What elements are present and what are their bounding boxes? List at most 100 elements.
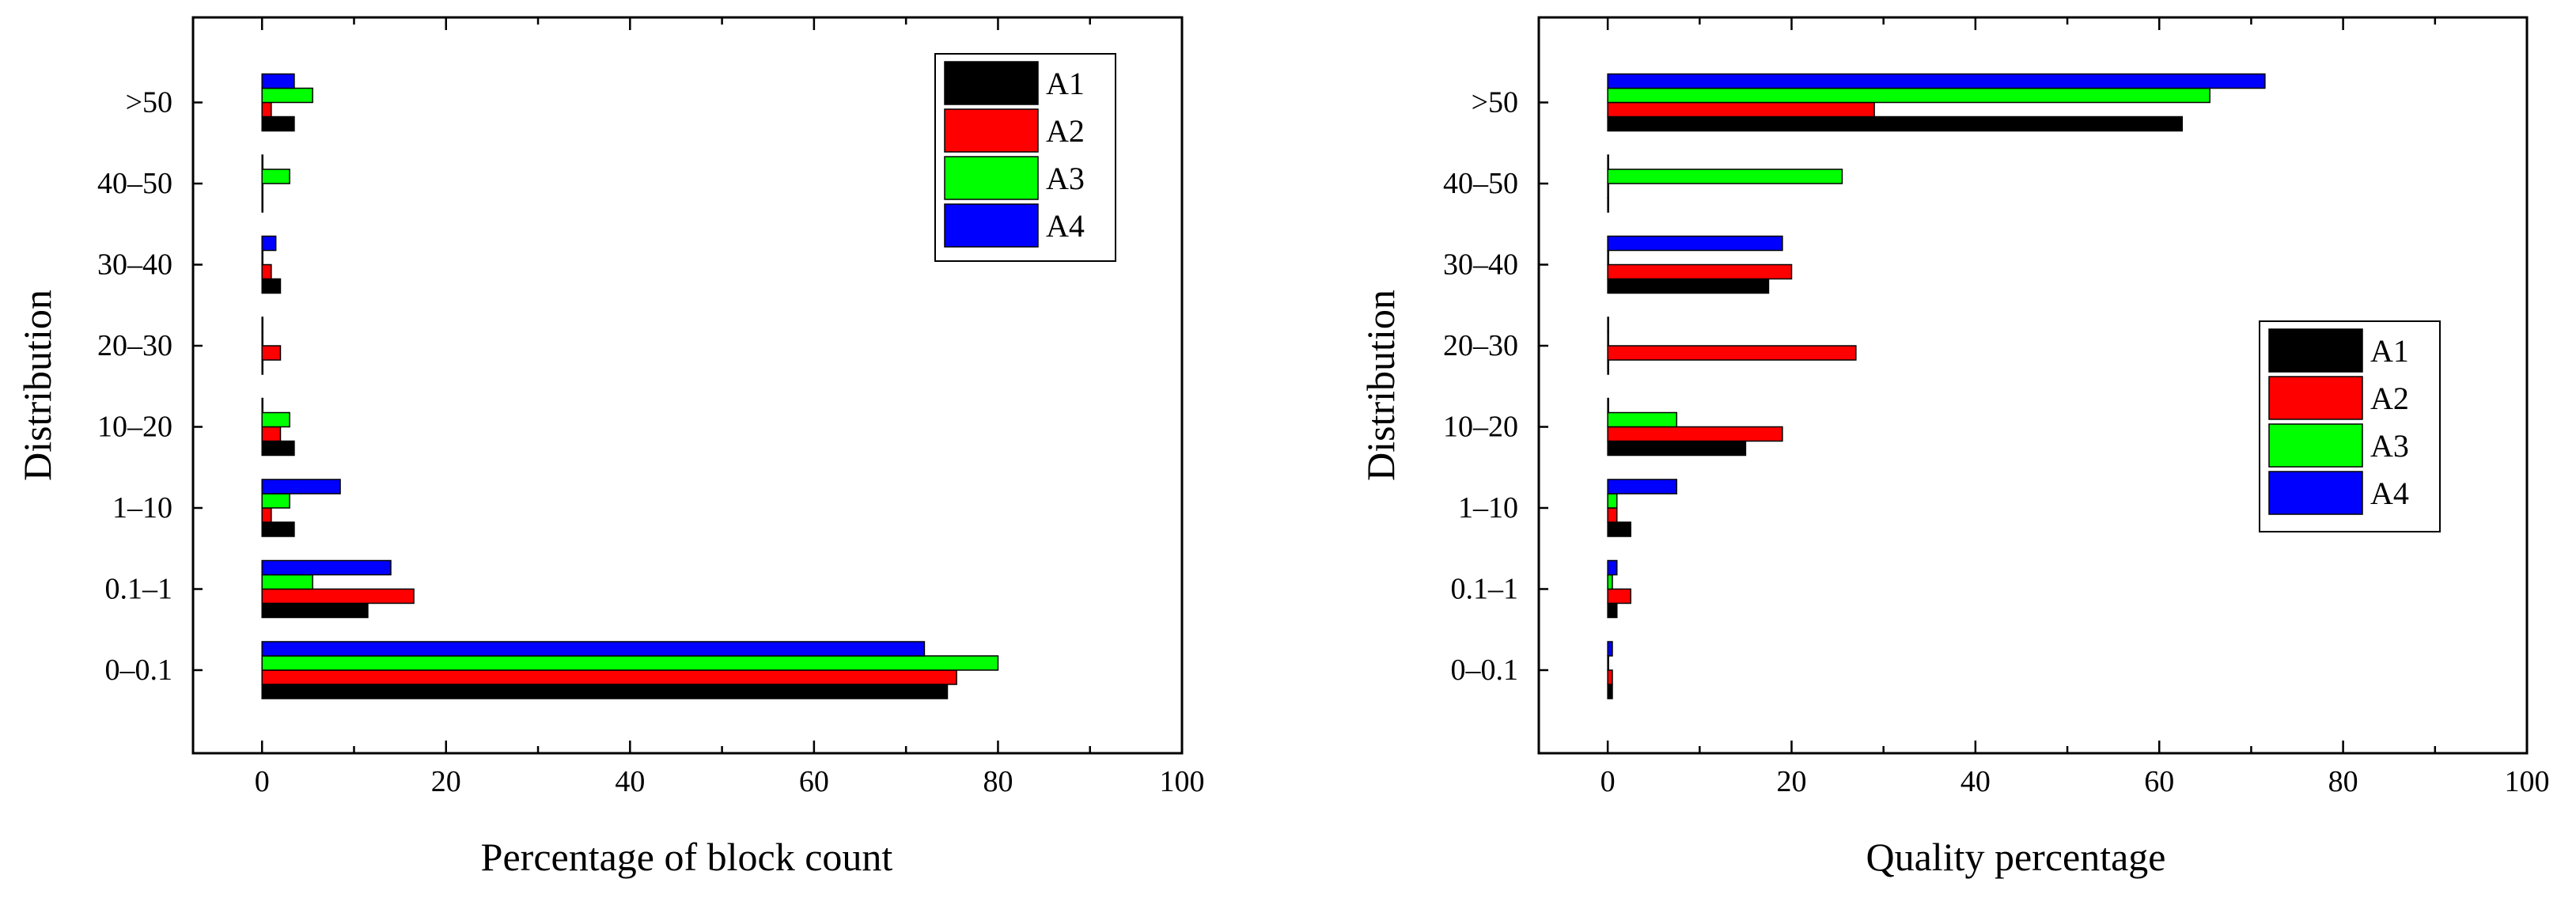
bar-a4-1 <box>261 641 926 657</box>
legend-label-a2: A2 <box>2370 381 2409 416</box>
y-tick-label: 20–30 <box>97 329 172 362</box>
bar-a2-8 <box>1607 101 1875 118</box>
x-axis-label: Percentage of block count <box>481 835 893 879</box>
y-tick-label: 40–50 <box>97 167 172 200</box>
bar-a3-7 <box>1607 169 1843 184</box>
x-tick-label: 20 <box>1777 765 1807 798</box>
bar-a1-4 <box>261 440 295 457</box>
legend-swatch-a2 <box>944 108 1039 153</box>
bar-a3-7 <box>261 169 290 184</box>
bar-a1-7 <box>261 197 263 213</box>
x-tick-label: 80 <box>2328 765 2358 798</box>
bar-a3-4 <box>261 411 290 428</box>
bar-a3-3 <box>1607 493 1618 509</box>
legend-label-a4: A4 <box>2370 476 2409 511</box>
legend-swatch-a4 <box>944 203 1039 248</box>
x-tick-label: 80 <box>983 765 1013 798</box>
x-tick-label: 60 <box>799 765 829 798</box>
bar-a1-5 <box>261 359 263 375</box>
x-tick-label: 40 <box>615 765 645 798</box>
bar-a4-1 <box>1607 641 1613 657</box>
y-tick-label: 1–10 <box>112 491 172 525</box>
bar-a3-6 <box>261 249 263 266</box>
legend-label-a2: A2 <box>1046 113 1085 149</box>
legend-label-a3: A3 <box>2370 428 2409 464</box>
x-axis-label: Quality percentage <box>1866 835 2166 879</box>
bar-a2-7 <box>261 183 263 199</box>
legend-label-a4: A4 <box>1046 208 1085 244</box>
plot-frame <box>1537 16 2529 755</box>
bar-a4-8 <box>261 73 295 89</box>
bar-a2-1 <box>1607 669 1613 685</box>
y-tick-label: >50 <box>1472 86 1518 119</box>
bar-a1-3 <box>1607 521 1631 537</box>
bar-a4-6 <box>261 235 277 252</box>
y-tick-label: 0.1–1 <box>1451 573 1519 606</box>
y-axis-label: Distribution <box>1358 290 1403 481</box>
legend-swatch-a1 <box>944 61 1039 105</box>
bar-a1-3 <box>261 521 295 537</box>
y-tick-label: 10–20 <box>1443 411 1518 444</box>
y-tick-label: 0–0.1 <box>1451 654 1519 687</box>
bar-a2-5 <box>261 345 282 361</box>
y-tick-label: 0–0.1 <box>105 654 173 687</box>
bar-a3-2 <box>1607 574 1613 590</box>
bar-a2-2 <box>1607 588 1631 604</box>
x-tick-label: 100 <box>2505 765 2550 798</box>
legend: A1 A2 A3 A4 <box>934 53 1116 262</box>
bar-a2-4 <box>261 426 282 442</box>
bar-a3-5 <box>261 331 263 347</box>
bar-a3-8 <box>261 87 313 104</box>
x-tick-label: 100 <box>1160 765 1205 798</box>
bar-a3-8 <box>1607 87 2210 104</box>
y-tick-label: 20–30 <box>1443 329 1518 362</box>
legend-swatch-a2 <box>2268 376 2363 420</box>
legend-swatch-a4 <box>2268 471 2363 515</box>
bar-a1-6 <box>1607 278 1770 294</box>
bar-a4-3 <box>1607 479 1678 494</box>
bar-a2-6 <box>1607 263 1793 280</box>
bar-a1-6 <box>261 278 282 294</box>
x-tick-label: 0 <box>1601 765 1616 798</box>
bar-a4-6 <box>1607 235 1783 252</box>
plot-frame <box>191 16 1184 755</box>
bar-a4-8 <box>1607 73 2266 89</box>
bar-a2-3 <box>1607 507 1618 523</box>
bar-a2-1 <box>261 669 957 685</box>
bar-a4-5 <box>261 316 263 332</box>
bar-a2-4 <box>1607 426 1783 442</box>
x-tick-label: 20 <box>431 765 461 798</box>
bar-a3-1 <box>261 655 999 671</box>
bar-a2-5 <box>1607 345 1857 361</box>
x-tick-label: 60 <box>2144 765 2174 798</box>
legend-swatch-a1 <box>2268 328 2363 373</box>
bar-a4-4 <box>261 397 263 414</box>
legend-swatch-a3 <box>2268 423 2363 468</box>
bar-a1-1 <box>1607 684 1613 699</box>
chart-1: 0–0.1 0.1–1 1–10 10–20 20–30 30–40 40–50 >50 0 20… <box>15 16 1205 879</box>
legend-swatch-a3 <box>944 156 1039 200</box>
legend-label-a3: A3 <box>1046 161 1085 196</box>
y-tick-label: 1–10 <box>1458 491 1518 525</box>
bar-a1-2 <box>1607 602 1618 619</box>
y-tick-label: 30–40 <box>97 248 172 282</box>
legend: A1 A2 A3 A4 <box>2259 320 2441 532</box>
bar-a4-7 <box>261 154 263 170</box>
legend-label-a1: A1 <box>1046 66 1085 101</box>
bar-a2-6 <box>261 263 272 280</box>
bar-a2-2 <box>261 588 415 604</box>
bar-a3-2 <box>261 574 313 590</box>
y-tick-label: 0.1–1 <box>105 573 173 606</box>
bar-a1-2 <box>261 602 369 619</box>
bar-a1-4 <box>1607 440 1747 457</box>
bar-a4-2 <box>1607 559 1618 576</box>
bar-a2-3 <box>261 507 272 523</box>
bar-a1-1 <box>261 684 949 699</box>
bar-a3-4 <box>1607 411 1678 428</box>
y-tick-label: 30–40 <box>1443 248 1518 282</box>
y-axis-label: Distribution <box>15 290 59 481</box>
y-tick-label: 10–20 <box>97 411 172 444</box>
bar-a1-8 <box>261 116 295 132</box>
bar-a4-3 <box>261 479 341 494</box>
